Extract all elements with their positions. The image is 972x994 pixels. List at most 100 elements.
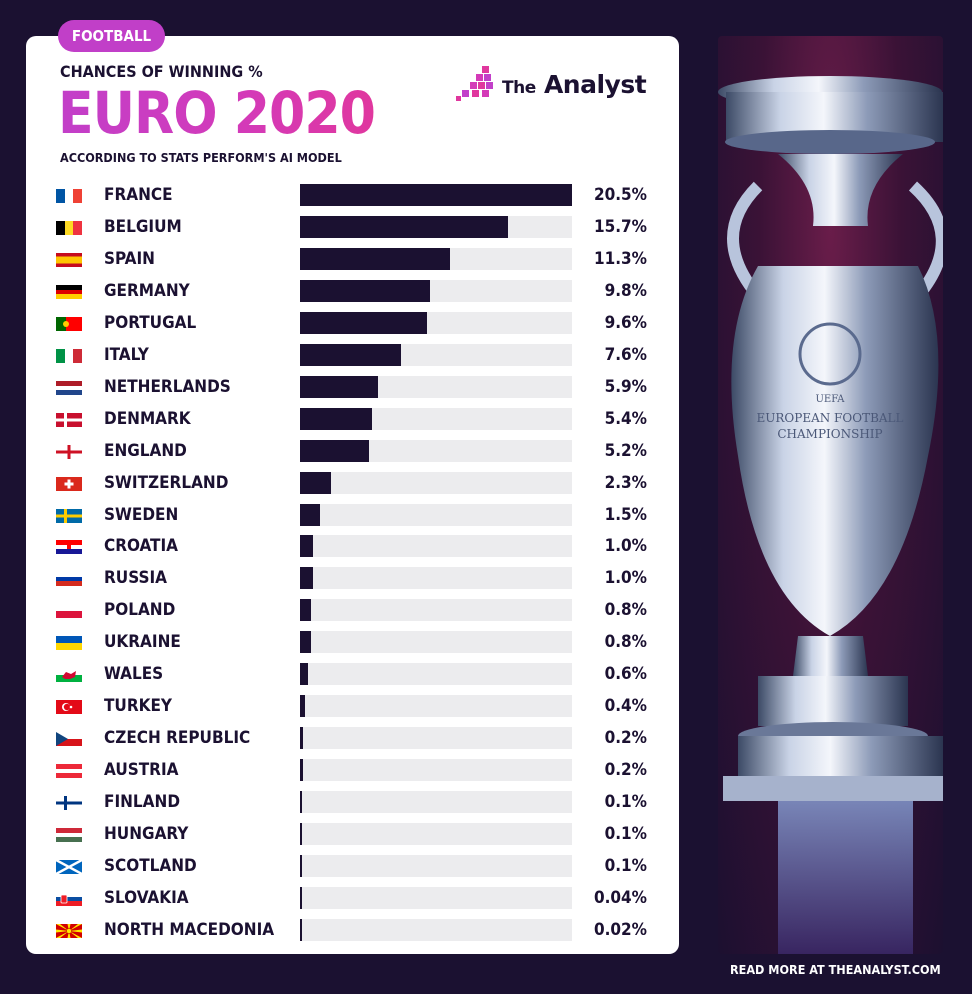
chart-row: SLOVAKIA 0.04%: [26, 882, 679, 914]
bar: [300, 184, 572, 206]
bar-track: [300, 279, 572, 302]
croatia-flag-icon: [56, 539, 82, 555]
chart-row: SWEDEN 1.5%: [26, 499, 679, 531]
bar: [300, 918, 302, 941]
switzerland-flag-icon: [56, 476, 82, 491]
italy-flag-icon: [56, 348, 82, 363]
country-label: SWITZERLAND: [104, 472, 229, 493]
bar-track: [300, 759, 572, 782]
value-label: 0.02%: [593, 919, 647, 940]
north-macedonia-flag-icon: [56, 923, 82, 938]
bar: [300, 727, 303, 750]
chart-row: CROATIA 1.0%: [26, 530, 679, 562]
bar-track: [300, 471, 572, 494]
value-label: 0.8%: [604, 632, 647, 653]
bar: [300, 759, 303, 782]
poland-flag-icon: [56, 603, 82, 619]
chart-row: HUNGARY 0.1%: [26, 818, 679, 850]
country-label: SWEDEN: [104, 504, 179, 525]
value-label: 5.9%: [604, 376, 647, 397]
bar-track: [300, 343, 572, 366]
value-label: 7.6%: [604, 344, 647, 365]
country-label: ITALY: [104, 344, 149, 365]
country-label: CZECH REPUBLIC: [104, 728, 251, 749]
trophy-text-line-2: EUROPEAN FOOTBALL: [757, 411, 904, 425]
bar: [300, 886, 302, 909]
bar-track: [300, 535, 572, 558]
value-label: 0.2%: [604, 760, 647, 781]
chart-row: ENGLAND 5.2%: [26, 435, 679, 467]
chart-row: TURKEY 0.4%: [26, 690, 679, 722]
bar-track: [300, 215, 572, 238]
ukraine-flag-icon: [56, 635, 82, 651]
chart-row: SCOTLAND 0.1%: [26, 850, 679, 882]
bar: [300, 215, 509, 238]
bar-track: [300, 567, 572, 590]
bar: [300, 311, 428, 334]
country-label: WALES: [104, 664, 164, 685]
chart-row: FRANCE 20.5%: [26, 179, 679, 211]
chart-row: RUSSIA 1.0%: [26, 562, 679, 594]
country-label: SCOTLAND: [104, 855, 197, 876]
bar: [300, 247, 450, 270]
value-label: 2.3%: [604, 472, 647, 493]
value-label: 0.04%: [593, 887, 647, 908]
value-label: 11.3%: [593, 248, 647, 269]
spain-flag-icon: [56, 252, 82, 267]
the-analyst-logo: The Analyst: [456, 64, 647, 104]
read-more-link[interactable]: READ MORE AT THEANALYST.COM: [730, 962, 941, 977]
bar-track: [300, 886, 572, 909]
country-label: SPAIN: [104, 248, 155, 269]
bar: [300, 791, 302, 814]
trophy-text-line-3: CHAMPIONSHIP: [777, 427, 882, 441]
bar-track: [300, 854, 572, 877]
chart-row: UKRAINE 0.8%: [26, 626, 679, 658]
bar: [300, 279, 431, 302]
bar-track: [300, 599, 572, 622]
bar: [300, 663, 308, 686]
country-label: GERMANY: [104, 280, 190, 301]
bar: [300, 471, 331, 494]
country-label: NETHERLANDS: [104, 376, 231, 397]
chart-title: EURO 2020: [58, 79, 376, 147]
bar: [300, 503, 320, 526]
analyst-logo-icon: [456, 66, 493, 101]
chart-row: NORTH MACEDONIA 0.02%: [26, 914, 679, 946]
chart-row: NETHERLANDS 5.9%: [26, 371, 679, 403]
country-label: PORTUGAL: [104, 312, 197, 333]
slovakia-flag-icon: [56, 891, 82, 906]
value-label: 20.5%: [593, 185, 647, 205]
wales-flag-icon: [56, 667, 82, 683]
country-label: FRANCE: [104, 185, 173, 205]
russia-flag-icon: [56, 571, 82, 587]
value-label: 9.6%: [604, 312, 647, 333]
trophy-icon: UEFA EUROPEAN FOOTBALL CHAMPIONSHIP: [718, 76, 943, 954]
czech-republic-flag-icon: [56, 731, 82, 747]
chart-row: POLAND 0.8%: [26, 594, 679, 626]
germany-flag-icon: [56, 284, 82, 299]
category-tag: FOOTBALL: [58, 20, 165, 52]
chart-row: WALES 0.6%: [26, 658, 679, 690]
bar-track: [300, 791, 572, 814]
bar-track: [300, 375, 572, 398]
trophy-text-line-1: UEFA: [815, 394, 845, 405]
chart-row: CZECH REPUBLIC 0.2%: [26, 722, 679, 754]
value-label: 0.8%: [604, 600, 647, 621]
value-label: 0.1%: [604, 792, 647, 813]
value-label: 1.0%: [604, 568, 647, 589]
belgium-flag-icon: [56, 220, 82, 235]
denmark-flag-icon: [56, 412, 82, 427]
bar-track: [300, 631, 572, 654]
netherlands-flag-icon: [56, 380, 82, 395]
bar-track: [300, 503, 572, 526]
country-label: NORTH MACEDONIA: [104, 919, 275, 940]
bar-track: [300, 695, 572, 718]
bar-track: [300, 663, 572, 686]
bar: [300, 567, 314, 590]
finland-flag-icon: [56, 795, 82, 811]
austria-flag-icon: [56, 763, 82, 779]
country-label: UKRAINE: [104, 632, 181, 653]
country-label: BELGIUM: [104, 216, 182, 237]
value-label: 0.1%: [604, 855, 647, 876]
country-label: TURKEY: [104, 696, 173, 717]
